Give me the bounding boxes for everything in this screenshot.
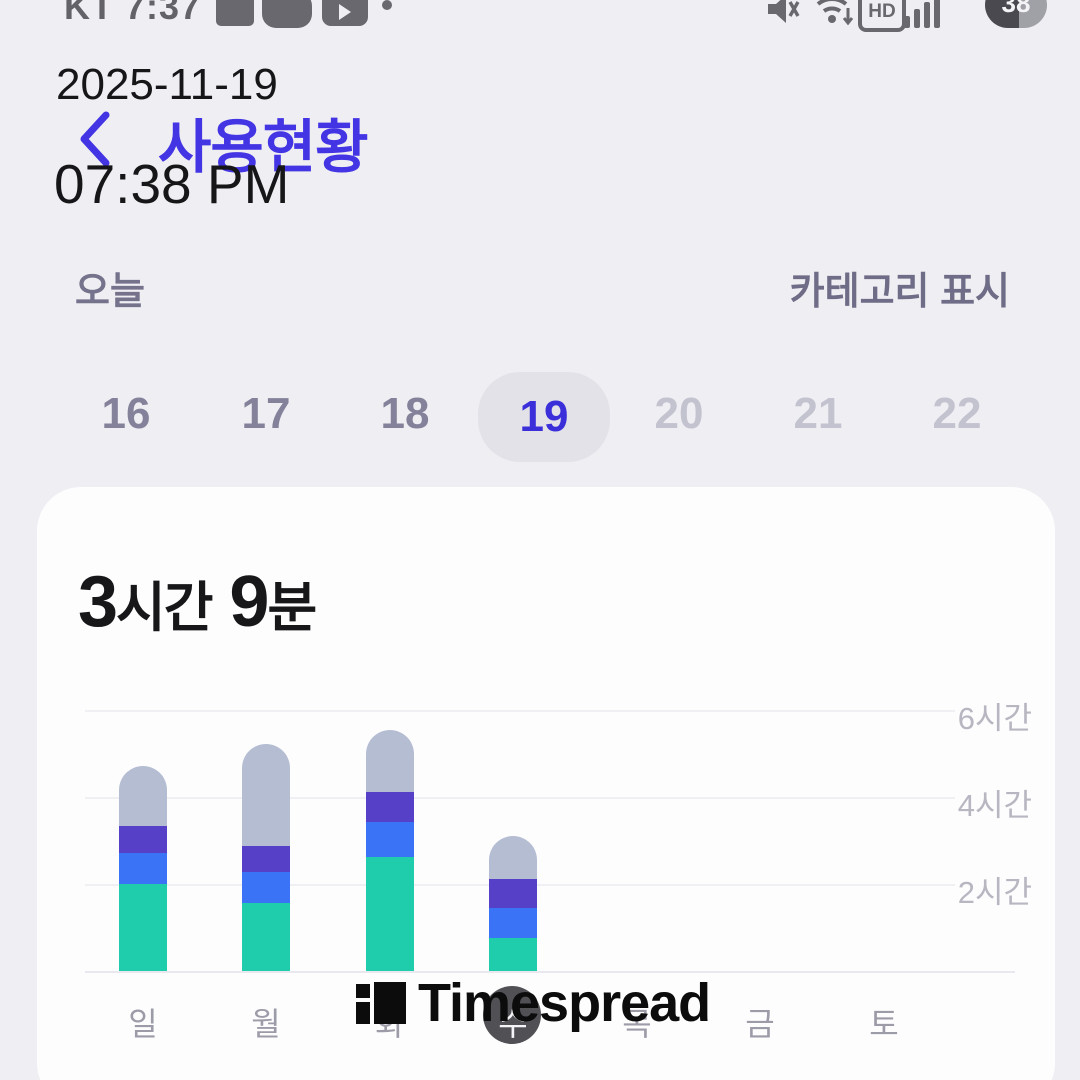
status-carrier-time: KT 7:37 (64, 0, 202, 27)
bar-segment-usage-purple (489, 879, 537, 908)
bar-segment-usage-other-gray (366, 730, 414, 792)
back-button[interactable] (74, 110, 118, 168)
date-cell-18[interactable]: 18 (380, 389, 430, 438)
date-cell-19[interactable]: 19 (478, 372, 610, 462)
bar-segment-usage-purple (366, 792, 414, 822)
today-indicator-circle (483, 986, 541, 1044)
total-hours-unit: 시간 (116, 578, 213, 638)
x-axis-line (85, 971, 1015, 973)
gridline-6h (85, 710, 955, 712)
day-label-목: 목 (622, 1006, 652, 1042)
timespread-logo-icon (356, 1002, 370, 1024)
bar-segment-usage-purple (119, 826, 167, 853)
total-hours-number: 3 (78, 562, 118, 642)
total-minutes-number: 9 (229, 562, 269, 642)
bar-segment-usage-teal (119, 884, 167, 971)
mute-icon (768, 0, 800, 23)
date-cell-21[interactable]: 21 (793, 389, 843, 438)
today-button[interactable]: 오늘 (75, 271, 145, 313)
more-notifications-dot-icon (382, 0, 392, 10)
day-label-토: 토 (869, 1006, 899, 1042)
battery-indicator: 38 (985, 0, 1047, 28)
day-label-일: 일 (128, 1006, 158, 1042)
y-tick-label: 4시간 (957, 788, 1032, 823)
wifi-icon (816, 0, 854, 26)
signal-strength-icon (904, 0, 940, 28)
scooter-notification-icon (262, 0, 312, 28)
bar-segment-usage-other-gray (242, 744, 290, 846)
usage-bar-수[interactable] (489, 836, 537, 971)
bar-segment-usage-blue (119, 853, 167, 884)
bar-segment-usage-other-gray (489, 836, 537, 879)
timespread-wordmark: Timespread (418, 973, 711, 1033)
bar-segment-usage-blue (366, 822, 414, 857)
bar-segment-usage-other-gray (119, 766, 167, 826)
date-cell-22[interactable]: 22 (932, 389, 982, 438)
total-minutes-unit: 분 (267, 578, 317, 638)
gridline-4h (85, 797, 955, 799)
overlay-date: 2025-11-19 (56, 60, 278, 109)
battery-percent: 38 (1001, 0, 1031, 18)
bar-segment-usage-blue (489, 908, 537, 938)
youtube-notification-icon (322, 0, 368, 26)
day-label-금: 금 (745, 1006, 775, 1042)
day-label-월: 월 (251, 1006, 281, 1042)
total-usage-title: 3 시간 9 분 (78, 561, 317, 643)
page-title: 사용현황 (158, 115, 368, 180)
bar-segment-usage-teal (366, 857, 414, 971)
y-tick-label: 6시간 (957, 701, 1032, 736)
y-tick-label: 2시간 (957, 875, 1032, 910)
day-label-수: 수 (498, 1006, 528, 1042)
date-cell-17[interactable]: 17 (241, 389, 291, 438)
calendar-notification-icon (216, 0, 254, 26)
timespread-logo-icon (374, 982, 406, 1024)
bar-segment-usage-blue (242, 872, 290, 903)
usage-card: 3 시간 9 분 2시간 4시간 6시간 일 월 화 수 목 금 토 (37, 487, 1055, 1080)
bar-segment-usage-teal (489, 938, 537, 971)
date-cell-20[interactable]: 20 (654, 389, 704, 438)
bar-segment-usage-purple (242, 846, 290, 872)
bar-segment-usage-teal (242, 903, 290, 971)
date-cell-16[interactable]: 16 (101, 389, 151, 438)
category-toggle-button[interactable]: 카테고리 표시 (789, 271, 1010, 313)
timespread-logo-icon (356, 984, 370, 998)
usage-bar-일[interactable] (119, 766, 167, 971)
hd-icon: HD (858, 0, 906, 32)
usage-bar-화[interactable] (366, 730, 414, 971)
usage-bar-월[interactable] (242, 744, 290, 971)
overlay-time: 07:38 PM (54, 153, 290, 215)
